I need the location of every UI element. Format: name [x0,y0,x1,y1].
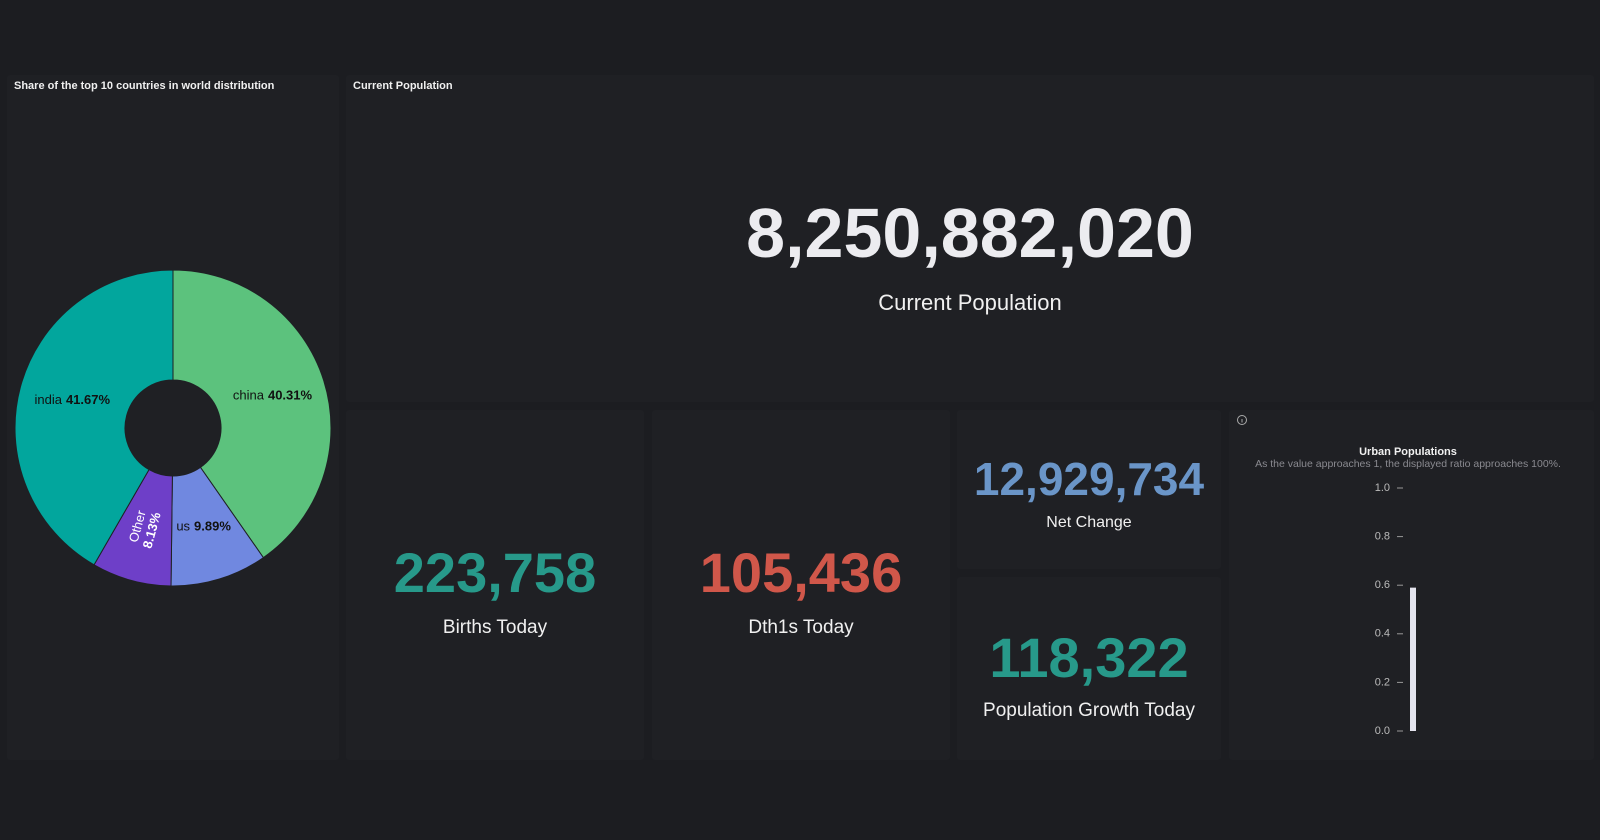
stat-value: 118,322 [989,626,1189,689]
deaths-panel: 105,436 Dth1s Today [652,410,950,760]
panel-title: Share of the top 10 countries in world d… [14,80,275,92]
slice-name: india [34,392,62,407]
y-tick-label: 0.4 [1375,628,1390,640]
slice-label: india 41.67% [34,392,110,407]
stat-label: Dth1s Today [748,617,854,638]
slice-value: 40.31% [268,388,313,403]
births-panel: 223,758 Births Today [346,410,644,760]
stat-label: Current Population [878,290,1062,315]
urban-chart: Urban Populations As the value approache… [1237,415,1561,737]
slice-name: china [233,388,265,403]
y-tick-label: 0.8 [1375,531,1390,543]
stat-value: 8,250,882,020 [746,194,1194,272]
panel-title: Current Population [353,80,453,92]
pie-slice [14,269,174,566]
y-tick-label: 1.0 [1375,482,1390,494]
slice-label: china 40.31% [233,388,313,403]
stat-label: Population Growth Today [983,700,1195,721]
pie-panel: Share of the top 10 countries in world d… [7,75,339,760]
stat-value: 105,436 [699,541,903,604]
net-change-panel: 12,929,734 Net Change [957,410,1221,569]
y-tick-label: 0.2 [1375,676,1390,688]
stat-value: 12,929,734 [973,453,1205,505]
bar [1410,587,1416,731]
stat-label: Net Change [1046,514,1132,531]
pie-chart: china 40.31%us 9.89%Other8.13%india 41.67% [14,269,332,587]
growth-panel: 118,322 Population Growth Today [957,577,1221,760]
current-population-panel: Current Population 8,250,882,020 Current… [346,75,1594,402]
stat-value: 223,758 [393,541,597,604]
chart-subtitle: As the value approaches 1, the displayed… [1255,458,1561,470]
slice-value: 9.89% [194,519,231,534]
pie-slice [172,269,332,559]
slice-name: us [176,519,190,534]
info-icon[interactable] [1237,415,1247,425]
stat-label: Births Today [442,617,548,638]
y-tick-label: 0.6 [1375,579,1390,591]
urban-panel: Urban Populations As the value approache… [1229,410,1594,760]
y-tick-label: 0.0 [1375,725,1390,737]
slice-label: us 9.89% [176,519,231,534]
slice-value: 41.67% [66,392,111,407]
chart-title: Urban Populations [1359,446,1457,458]
